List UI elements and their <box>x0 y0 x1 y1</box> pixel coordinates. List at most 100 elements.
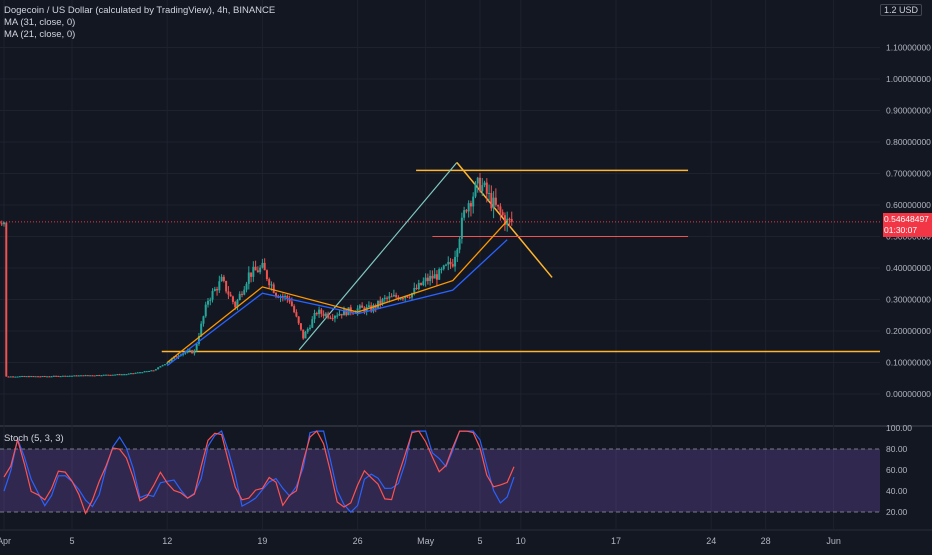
ma21-legend[interactable]: MA (21, close, 0) <box>4 29 275 41</box>
candle-body <box>264 263 266 270</box>
candle-body <box>57 376 59 377</box>
candle-body <box>502 212 504 215</box>
candle-body <box>227 291 229 294</box>
candle-body <box>100 375 102 376</box>
candle-body <box>137 372 139 373</box>
candle-body <box>91 375 93 376</box>
candle-body <box>14 377 16 378</box>
candle-body <box>119 374 121 375</box>
candle-body <box>230 295 232 297</box>
candle-body <box>221 277 223 281</box>
candle-body <box>270 284 272 285</box>
candle-body <box>44 376 46 377</box>
candle-body <box>440 269 442 270</box>
time-tick-label: 10 <box>516 536 526 546</box>
candle-body <box>377 301 379 308</box>
time-tick-label: 5 <box>69 536 74 546</box>
candle-body <box>107 375 109 376</box>
candle-body <box>320 310 322 314</box>
ma31-legend[interactable]: MA (31, close, 0) <box>4 17 275 29</box>
candle-body <box>248 272 250 283</box>
candle-body <box>28 376 30 377</box>
candle-body <box>293 306 295 312</box>
candle-body <box>103 375 105 376</box>
candle-body <box>250 272 252 276</box>
candle-body <box>153 370 155 371</box>
candle-body <box>395 295 397 297</box>
candle-body <box>116 374 118 375</box>
symbol-title[interactable]: Dogecoin / US Dollar (calculated by Trad… <box>4 5 275 17</box>
candle-body <box>304 332 306 339</box>
candle-body <box>425 278 427 282</box>
candle-body <box>499 206 501 212</box>
candle-body <box>345 309 347 315</box>
stoch-tick-label: 20.00 <box>886 507 908 517</box>
candle-body <box>311 319 313 328</box>
candle-body <box>384 298 386 299</box>
candle-body <box>479 178 481 191</box>
candle-body <box>82 375 84 376</box>
candle-body <box>205 305 207 317</box>
candle-body <box>273 284 275 292</box>
time-tick-label: May <box>417 536 435 546</box>
candle-body <box>209 300 211 301</box>
time-tick-label: 28 <box>761 536 771 546</box>
candle-body <box>157 367 159 369</box>
candle-body <box>323 314 325 316</box>
candle-body <box>159 366 161 367</box>
candle-body <box>393 295 395 296</box>
candle-body <box>438 269 440 280</box>
candle-body <box>5 222 7 376</box>
candle-body <box>110 375 112 376</box>
price-tick-label: 0.40000000 <box>886 263 931 273</box>
candle-body <box>332 318 334 319</box>
time-tick-label: 26 <box>353 536 363 546</box>
candle-body <box>420 283 422 285</box>
candle-body <box>334 316 336 318</box>
candle-body <box>21 376 23 377</box>
chart-legend: Dogecoin / US Dollar (calculated by Trad… <box>4 5 275 41</box>
candle-body <box>461 218 463 239</box>
candle-body <box>309 328 311 329</box>
candle-body <box>98 375 100 376</box>
candle-body <box>78 375 80 376</box>
candle-body <box>314 313 316 319</box>
candle-body <box>429 276 431 281</box>
stoch-legend[interactable]: Stoch (5, 3, 3) <box>4 433 64 444</box>
time-tick-label: 24 <box>706 536 716 546</box>
candle-body <box>325 314 327 317</box>
candle-body <box>96 375 98 376</box>
candle-body <box>139 372 141 373</box>
candle-body <box>162 365 164 366</box>
candle-body <box>295 312 297 316</box>
candle-body <box>386 298 388 299</box>
candle-body <box>8 377 10 378</box>
candle-body <box>105 375 107 376</box>
candle-body <box>266 270 268 279</box>
candle-body <box>32 376 34 377</box>
candle-body <box>318 310 320 314</box>
candle-body <box>141 372 143 373</box>
candle-body <box>232 296 234 302</box>
candle-body <box>53 376 55 377</box>
candle-body <box>64 376 66 377</box>
candle-body <box>427 278 429 281</box>
candle-body <box>196 344 198 351</box>
candle-body <box>73 375 75 376</box>
time-tick-label: 17 <box>611 536 621 546</box>
stoch-tick-label: 80.00 <box>886 444 908 454</box>
currency-label[interactable]: 1.2 USD <box>880 4 922 16</box>
candle-body <box>10 376 12 377</box>
ma31-line <box>167 240 507 366</box>
candle-body <box>418 283 420 289</box>
price-tick-label: 0.10000000 <box>886 358 931 368</box>
candle-body <box>472 197 474 207</box>
price-tick-label: 0.70000000 <box>886 169 931 179</box>
candle-body <box>298 316 300 323</box>
candle-body <box>243 290 245 295</box>
candle-body <box>128 374 130 375</box>
candle-body <box>148 371 150 372</box>
candle-body <box>359 306 361 309</box>
